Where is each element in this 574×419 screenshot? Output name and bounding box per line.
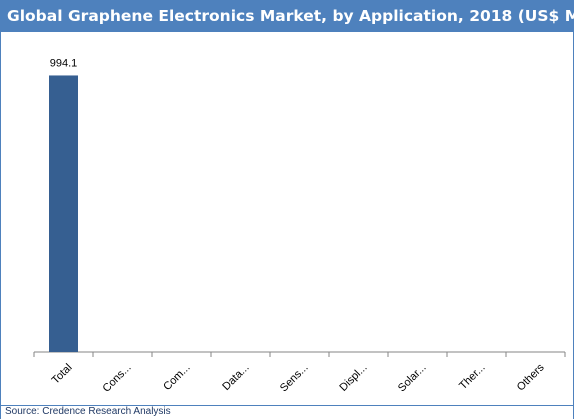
category-label: Displ... bbox=[337, 362, 369, 394]
category-label: Total bbox=[50, 362, 75, 387]
category-label: Cons... bbox=[100, 362, 133, 395]
title-bar: Global Graphene Electronics Market, by A… bbox=[1, 1, 574, 32]
category-label: Com... bbox=[161, 362, 192, 393]
data-labels-group: 994.1 bbox=[50, 57, 78, 69]
category-label: Data... bbox=[220, 362, 251, 393]
bars-group bbox=[49, 75, 78, 352]
chart-title: Global Graphene Electronics Market, by A… bbox=[7, 7, 574, 25]
x-axis-ticks bbox=[33, 352, 566, 357]
category-label: Others bbox=[515, 361, 547, 393]
chart-plot: 994.1 Total Cons... Com... Data... Sens... Di… bbox=[33, 57, 566, 395]
bar-total bbox=[49, 75, 78, 352]
data-label: 994.1 bbox=[50, 57, 78, 69]
category-label: Solar... bbox=[396, 362, 429, 395]
category-label: Ther... bbox=[457, 362, 488, 393]
category-label: Sens... bbox=[278, 362, 311, 395]
footer: Source: Credence Research Analysis bbox=[1, 405, 573, 419]
category-labels-group: Total Cons... Com... Data... Sens... Displ...… bbox=[50, 361, 547, 394]
source-text: Source: Credence Research Analysis bbox=[5, 406, 171, 417]
